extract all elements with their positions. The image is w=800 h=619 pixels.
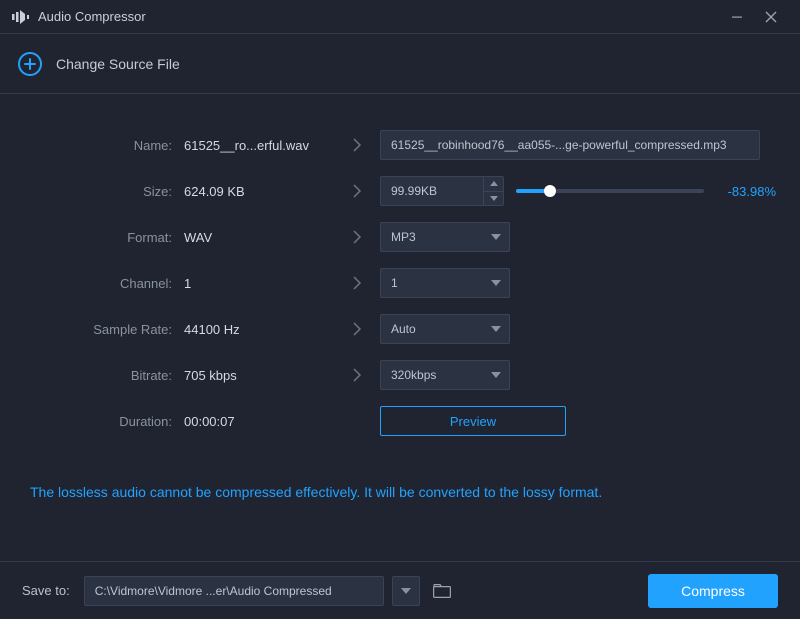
format-select[interactable]: MP3 <box>380 222 510 252</box>
slider-thumb[interactable] <box>544 185 556 197</box>
chevron-down-icon <box>491 234 501 240</box>
label-bitrate: Bitrate: <box>24 368 184 383</box>
source-name: 61525__ro...erful.wav <box>184 138 334 153</box>
close-button[interactable] <box>754 0 788 34</box>
channel-select-value: 1 <box>391 276 398 290</box>
target-name-value: 61525__robinhood76__aa055-...ge-powerful… <box>391 138 727 152</box>
row-sample-rate: Sample Rate: 44100 Hz Auto <box>24 306 776 352</box>
row-size: Size: 624.09 KB 99.99KB -83.98% <box>24 168 776 214</box>
open-folder-button[interactable] <box>428 576 456 606</box>
row-name: Name: 61525__ro...erful.wav 61525__robin… <box>24 122 776 168</box>
bitrate-select-value: 320kbps <box>391 368 436 382</box>
size-slider[interactable] <box>516 189 704 193</box>
minimize-button[interactable] <box>720 0 754 34</box>
arrow-icon <box>334 368 380 382</box>
form-area: Name: 61525__ro...erful.wav 61525__robin… <box>0 94 800 444</box>
source-format: WAV <box>184 230 334 245</box>
label-channel: Channel: <box>24 276 184 291</box>
preview-button[interactable]: Preview <box>380 406 566 436</box>
size-step-down[interactable] <box>484 192 503 206</box>
label-sample-rate: Sample Rate: <box>24 322 184 337</box>
save-path-dropdown[interactable] <box>392 576 420 606</box>
target-size-value: 99.99KB <box>391 184 437 198</box>
sample-rate-select-value: Auto <box>391 322 416 336</box>
add-source-button[interactable] <box>18 52 42 76</box>
target-size-stepper[interactable]: 99.99KB <box>380 176 504 206</box>
source-bitrate: 705 kbps <box>184 368 334 383</box>
change-source-label[interactable]: Change Source File <box>56 56 180 72</box>
source-sample-rate: 44100 Hz <box>184 322 334 337</box>
arrow-icon <box>334 322 380 336</box>
chevron-down-icon <box>491 372 501 378</box>
arrow-icon <box>334 138 380 152</box>
label-duration: Duration: <box>24 414 184 429</box>
target-name-input[interactable]: 61525__robinhood76__aa055-...ge-powerful… <box>380 130 760 160</box>
arrow-icon <box>334 230 380 244</box>
save-to-label: Save to: <box>22 583 70 598</box>
label-name: Name: <box>24 138 184 153</box>
chevron-down-icon <box>491 326 501 332</box>
source-duration: 00:00:07 <box>184 414 334 429</box>
format-select-value: MP3 <box>391 230 416 244</box>
source-row: Change Source File <box>0 34 800 94</box>
row-bitrate: Bitrate: 705 kbps 320kbps <box>24 352 776 398</box>
size-step-up[interactable] <box>484 177 503 192</box>
save-path-input[interactable]: C:\Vidmore\Vidmore ...er\Audio Compresse… <box>84 576 384 606</box>
sample-rate-select[interactable]: Auto <box>380 314 510 344</box>
app-icon <box>12 10 30 24</box>
source-channel: 1 <box>184 276 334 291</box>
size-reduction-pct: -83.98% <box>716 184 776 199</box>
row-channel: Channel: 1 1 <box>24 260 776 306</box>
info-message: The lossless audio cannot be compressed … <box>0 444 800 500</box>
arrow-icon <box>334 276 380 290</box>
save-path-value: C:\Vidmore\Vidmore ...er\Audio Compresse… <box>95 584 332 598</box>
titlebar: Audio Compressor <box>0 0 800 34</box>
compress-button[interactable]: Compress <box>648 574 778 608</box>
footer: Save to: C:\Vidmore\Vidmore ...er\Audio … <box>0 561 800 619</box>
source-size: 624.09 KB <box>184 184 334 199</box>
row-duration: Duration: 00:00:07 Preview <box>24 398 776 444</box>
bitrate-select[interactable]: 320kbps <box>380 360 510 390</box>
app-title: Audio Compressor <box>38 9 146 24</box>
arrow-icon <box>334 184 380 198</box>
chevron-down-icon <box>491 280 501 286</box>
row-format: Format: WAV MP3 <box>24 214 776 260</box>
channel-select[interactable]: 1 <box>380 268 510 298</box>
label-size: Size: <box>24 184 184 199</box>
label-format: Format: <box>24 230 184 245</box>
